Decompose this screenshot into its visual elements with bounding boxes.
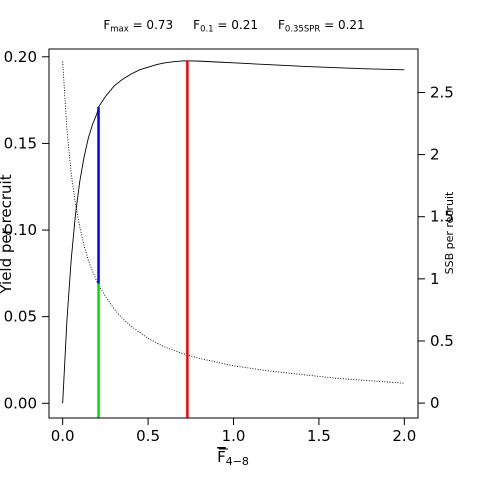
y2-tick-label: 0 <box>430 394 440 412</box>
y-tick-label: 0.20 <box>4 48 37 66</box>
y2-tick-label: 1 <box>430 270 440 288</box>
x-tick-label: 2.0 <box>392 427 416 445</box>
x-axis-title: F4−8 <box>217 448 249 468</box>
x-tick-label: 1.5 <box>307 427 331 445</box>
plot-content <box>62 60 405 418</box>
x-tick-label: 0.0 <box>51 427 75 445</box>
y2-tick-label: 2.5 <box>430 83 454 101</box>
y-axis-right: 0 0.5 1 1.5 2 2.5 <box>418 83 454 412</box>
y2-axis-title: SSB per recruit <box>443 191 456 274</box>
plot-frame <box>48 48 419 419</box>
ssb-per-recruit-line <box>62 61 405 384</box>
y2-tick-label: 0.5 <box>430 332 454 350</box>
x-tick-label: 0.5 <box>136 427 160 445</box>
y-axis-title: Yield per recruit <box>0 174 15 294</box>
y2-tick-label: 2 <box>430 146 440 164</box>
x-tick-label: 1.0 <box>222 427 246 445</box>
yield-per-recruit-line <box>62 60 405 404</box>
y-tick-label: 0.15 <box>4 134 37 152</box>
y-tick-label: 0.00 <box>4 394 37 412</box>
reference-points-header: Fmax = 0.73 F0.1 = 0.21 F0.35SPR = 0.21 <box>103 18 364 35</box>
y-tick-label: 0.10 <box>4 221 37 239</box>
y-tick-label: 0.05 <box>4 308 37 326</box>
y2-tick-label: 1.5 <box>430 208 454 226</box>
y-axis-left: 0.00 0.05 0.10 0.15 0.20 <box>4 48 49 412</box>
x-axis: 0.0 0.5 1.0 1.5 2.0 <box>51 418 416 445</box>
